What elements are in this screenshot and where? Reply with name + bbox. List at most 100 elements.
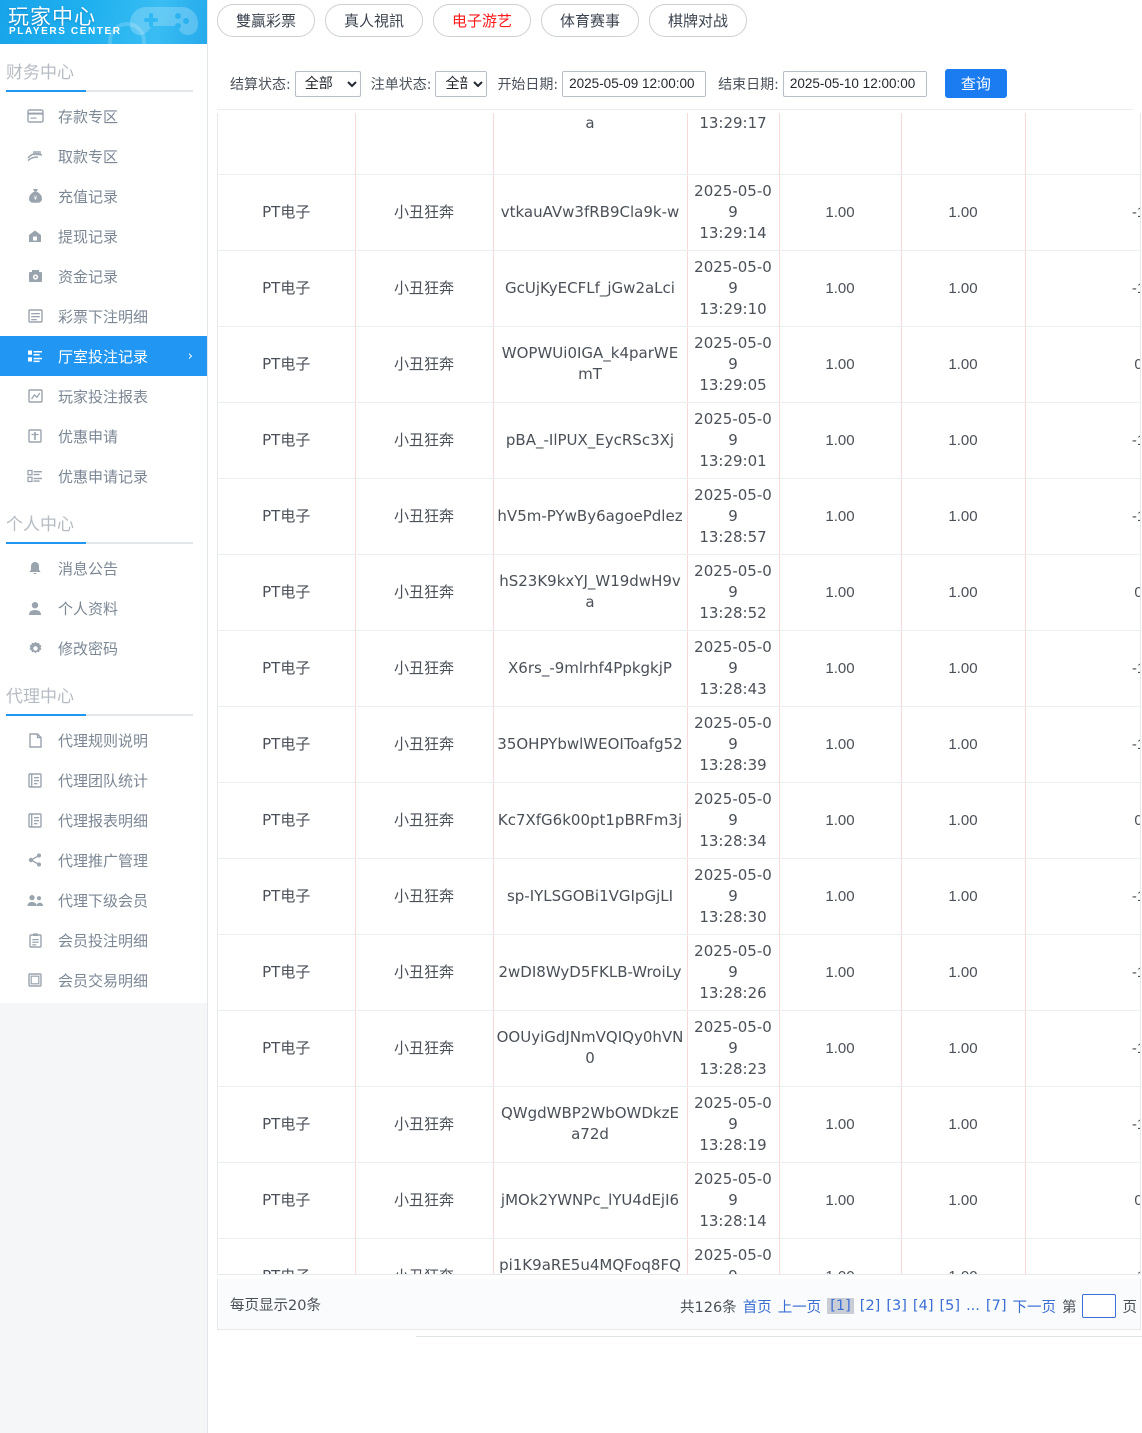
cell-time: 2025-05-09 13:28:57 (687, 478, 780, 555)
sidebar-item-profile[interactable]: 个人资料 (0, 588, 207, 628)
table-row[interactable]: PT电子 小丑狂奔 X6rs_-9mlrhf4PpkgkjP 2025-05-09 13… (218, 630, 1140, 707)
cell-profit: 0.00 (1025, 326, 1140, 403)
cell-order-id: WOPWUi0IGA_k4parWEmT (493, 326, 688, 403)
sidebar-item-change-password[interactable]: 修改密码 (0, 628, 207, 668)
page-number-1-current[interactable]: [1] (827, 1298, 854, 1314)
cell-valid-bet: 1.00 (901, 1010, 1026, 1087)
table-row[interactable]: PT电子 小丑狂奔 hS23K9kxYJ_W19dwH9va 2025-05-09 13… (218, 554, 1140, 631)
start-date-label: 开始日期: (497, 76, 559, 93)
sidebar-item-player-bet-report[interactable]: 玩家投注报表 (0, 376, 207, 416)
sidebar-item-lottery-bet-detail[interactable]: 彩票下注明细 (0, 296, 207, 336)
query-button[interactable]: 查询 (944, 69, 1007, 98)
sidebar-item-announcements[interactable]: 消息公告 (0, 548, 207, 588)
cell-game: 小丑狂奔 (355, 554, 494, 631)
page-number-last[interactable]: [7] (985, 1298, 1007, 1314)
table-row[interactable]: PT电子 小丑狂奔 hV5m-PYwBy6agoePdlez 2025-05-09 13… (218, 478, 1140, 555)
sidebar-empty-area (0, 1003, 208, 1433)
cell-valid-bet: 1.00 (901, 1162, 1026, 1239)
brand-circle-decoration (108, 22, 146, 44)
tab-live-casino[interactable]: 真人視訊 (325, 4, 423, 37)
cell-bet: 1.00 (779, 1162, 902, 1239)
tab-slots[interactable]: 电子游艺 (433, 4, 531, 37)
jump-prefix-label: 第 (1061, 1299, 1077, 1316)
cell-game (355, 113, 494, 175)
tab-card-games[interactable]: 棋牌对战 (649, 4, 747, 37)
cell-valid-bet: 1.00 (901, 174, 1026, 251)
table-row[interactable]: PT电子 小丑狂奔 2wDI8WyD5FKLB-WroiLy 2025-05-09 13… (218, 934, 1140, 1011)
sidebar-item-label: 修改密码 (58, 639, 119, 658)
table-row[interactable]: PT电子 小丑狂奔 sp-IYLSGOBi1VGIpGjLI 2025-05-09 13… (218, 858, 1140, 935)
cell-order-id: OOUyiGdJNmVQIQy0hVN0 (493, 1010, 688, 1087)
settle-status-select[interactable]: 全部 (294, 70, 361, 97)
section-divider (6, 90, 193, 92)
table-row[interactable]: PT电子 小丑狂奔 WOPWUi0IGA_k4parWEmT 2025-05-09 13… (218, 326, 1140, 403)
sidebar-item-member-bet-detail[interactable]: 会员投注明细 (0, 920, 207, 960)
table-row[interactable]: PT电子 小丑狂奔 QWgdWBP2WbOWDkzEa72d 2025-05-09 13… (218, 1086, 1140, 1163)
sidebar-item-fund-record[interactable]: 资金记录 (0, 256, 207, 296)
cell-platform: PT电子 (218, 478, 356, 555)
cell-profit: -1.00 (1025, 174, 1140, 251)
bet-status-select[interactable]: 全部 (435, 70, 488, 97)
sidebar-item-promo-apply-record[interactable]: 优惠申请记录 (0, 456, 207, 496)
cell-order-id: hS23K9kxYJ_W19dwH9va (493, 554, 688, 631)
sidebar-item-withdraw-zone[interactable]: 取款专区 (0, 136, 207, 176)
sidebar-item-member-transaction-detail[interactable]: 会员交易明细 (0, 960, 207, 1000)
sidebar-item-agent-report-detail[interactable]: 代理报表明细 (0, 800, 207, 840)
page-number-3[interactable]: [3] (886, 1298, 907, 1314)
bet-records-table-container[interactable]: a 13:29:17 PT电子 小丑狂奔 vtkauAVw3fRB9Cla9k-w 202… (217, 113, 1141, 1275)
sidebar-item-hall-bet-record[interactable]: 厅室投注记录 › (0, 336, 207, 376)
gear-icon (24, 639, 46, 657)
end-date-input[interactable] (782, 70, 927, 97)
table-row[interactable]: PT电子 小丑狂奔 OOUyiGdJNmVQIQy0hVN0 2025-05-09 13… (218, 1010, 1140, 1087)
sidebar-item-recharge-record[interactable]: ¥ 充值记录 (0, 176, 207, 216)
cell-platform: PT电子 (218, 934, 356, 1011)
sidebar-item-label: 代理规则说明 (58, 731, 149, 750)
table-row[interactable]: PT电子 小丑狂奔 pBA_-IlPUX_EycRSc3Xj 2025-05-09 13… (218, 402, 1140, 479)
next-page-link[interactable]: 下一页 (1012, 1299, 1056, 1316)
sidebar-item-agent-team-stats[interactable]: 代理团队统计 (0, 760, 207, 800)
start-date-input[interactable] (562, 70, 707, 97)
table-row[interactable]: PT电子 小丑狂奔 vtkauAVw3fRB9Cla9k-w 2025-05-09 13… (218, 174, 1140, 251)
list-icon (24, 307, 46, 325)
table-row[interactable]: PT电子 小丑狂奔 35OHPYbwlWEOIToafg52 2025-05-09 13… (218, 706, 1140, 783)
table-row[interactable]: PT电子小丑狂奔pi1K9aRE5u4MQFoq8FQZ2025-05-0913… (218, 1238, 1140, 1274)
tab-sports[interactable]: 体育赛事 (541, 4, 639, 37)
tab-lottery[interactable]: 雙贏彩票 (217, 4, 315, 37)
sidebar-item-agent-sub-members[interactable]: 代理下级会员 (0, 880, 207, 920)
page-number-5[interactable]: [5] (939, 1298, 961, 1314)
cell-valid-bet: 1.00 (901, 858, 1026, 935)
cell-bet: 1.00 (779, 478, 902, 555)
cell-order-id: pBA_-IlPUX_EycRSc3Xj (493, 402, 688, 479)
sidebar-item-cashout-record[interactable]: 提现记录 (0, 216, 207, 256)
cell-valid-bet: 1.00 (901, 478, 1026, 555)
table-row[interactable]: PT电子 小丑狂奔 Kc7XfG6k00pt1pBRFm3j 2025-05-09 13… (218, 782, 1140, 859)
page-number-2[interactable]: [2] (859, 1298, 881, 1314)
cell-order-id: vtkauAVw3fRB9Cla9k-w (493, 174, 688, 251)
first-page-link[interactable]: 首页 (742, 1299, 772, 1316)
cell-profit: -1.00 (1025, 630, 1140, 707)
prev-page-link[interactable]: 上一页 (777, 1299, 822, 1316)
sidebar-item-agent-rules[interactable]: 代理规则说明 (0, 720, 207, 760)
bet-records-table: a 13:29:17 PT电子 小丑狂奔 vtkauAVw3fRB9Cla9k-w 202… (218, 113, 1140, 1274)
cell-platform: PT电子 (218, 630, 356, 707)
cell-valid-bet: 1.00 (901, 630, 1026, 707)
table-row[interactable]: PT电子 小丑狂奔 GcUjKyECFLf_jGw2aLci 2025-05-09 13… (218, 250, 1140, 327)
jump-page-input[interactable] (1082, 1294, 1117, 1318)
cell-profit: -1.00 (1025, 478, 1140, 555)
table-row-clipped[interactable]: a 13:29:17 (218, 113, 1140, 175)
pagination-controls: 共126条 首页 上一页 [1] [2] [3] [4] [5] ... [7]… (680, 1294, 1142, 1318)
cell-bet: 1.00 (779, 706, 902, 783)
section-divider (6, 542, 193, 544)
sidebar-item-label: 会员交易明细 (58, 971, 149, 990)
cell-game: 小丑狂奔 (355, 326, 494, 403)
sidebar: 玩家中心 PLAYERS CENTER 财务中心 存款专区 取款专区 ¥ 充值记… (0, 0, 208, 1003)
sidebar-item-deposit[interactable]: 存款专区 (0, 96, 207, 136)
cell-valid-bet: 1.00 (901, 706, 1026, 783)
sidebar-item-promo-apply[interactable]: 优惠申请 (0, 416, 207, 456)
table-row[interactable]: PT电子 小丑狂奔 jMOk2YWNPc_lYU4dEjI6 2025-05-09 13… (218, 1162, 1140, 1239)
sidebar-item-agent-promotion[interactable]: 代理推广管理 (0, 840, 207, 880)
page-number-4[interactable]: [4] (912, 1298, 934, 1314)
cell-order-id: QWgdWBP2WbOWDkzEa72d (493, 1086, 688, 1163)
cell-profit: -1.00 (1025, 1238, 1140, 1274)
cell-platform: PT电子 (218, 1010, 356, 1087)
